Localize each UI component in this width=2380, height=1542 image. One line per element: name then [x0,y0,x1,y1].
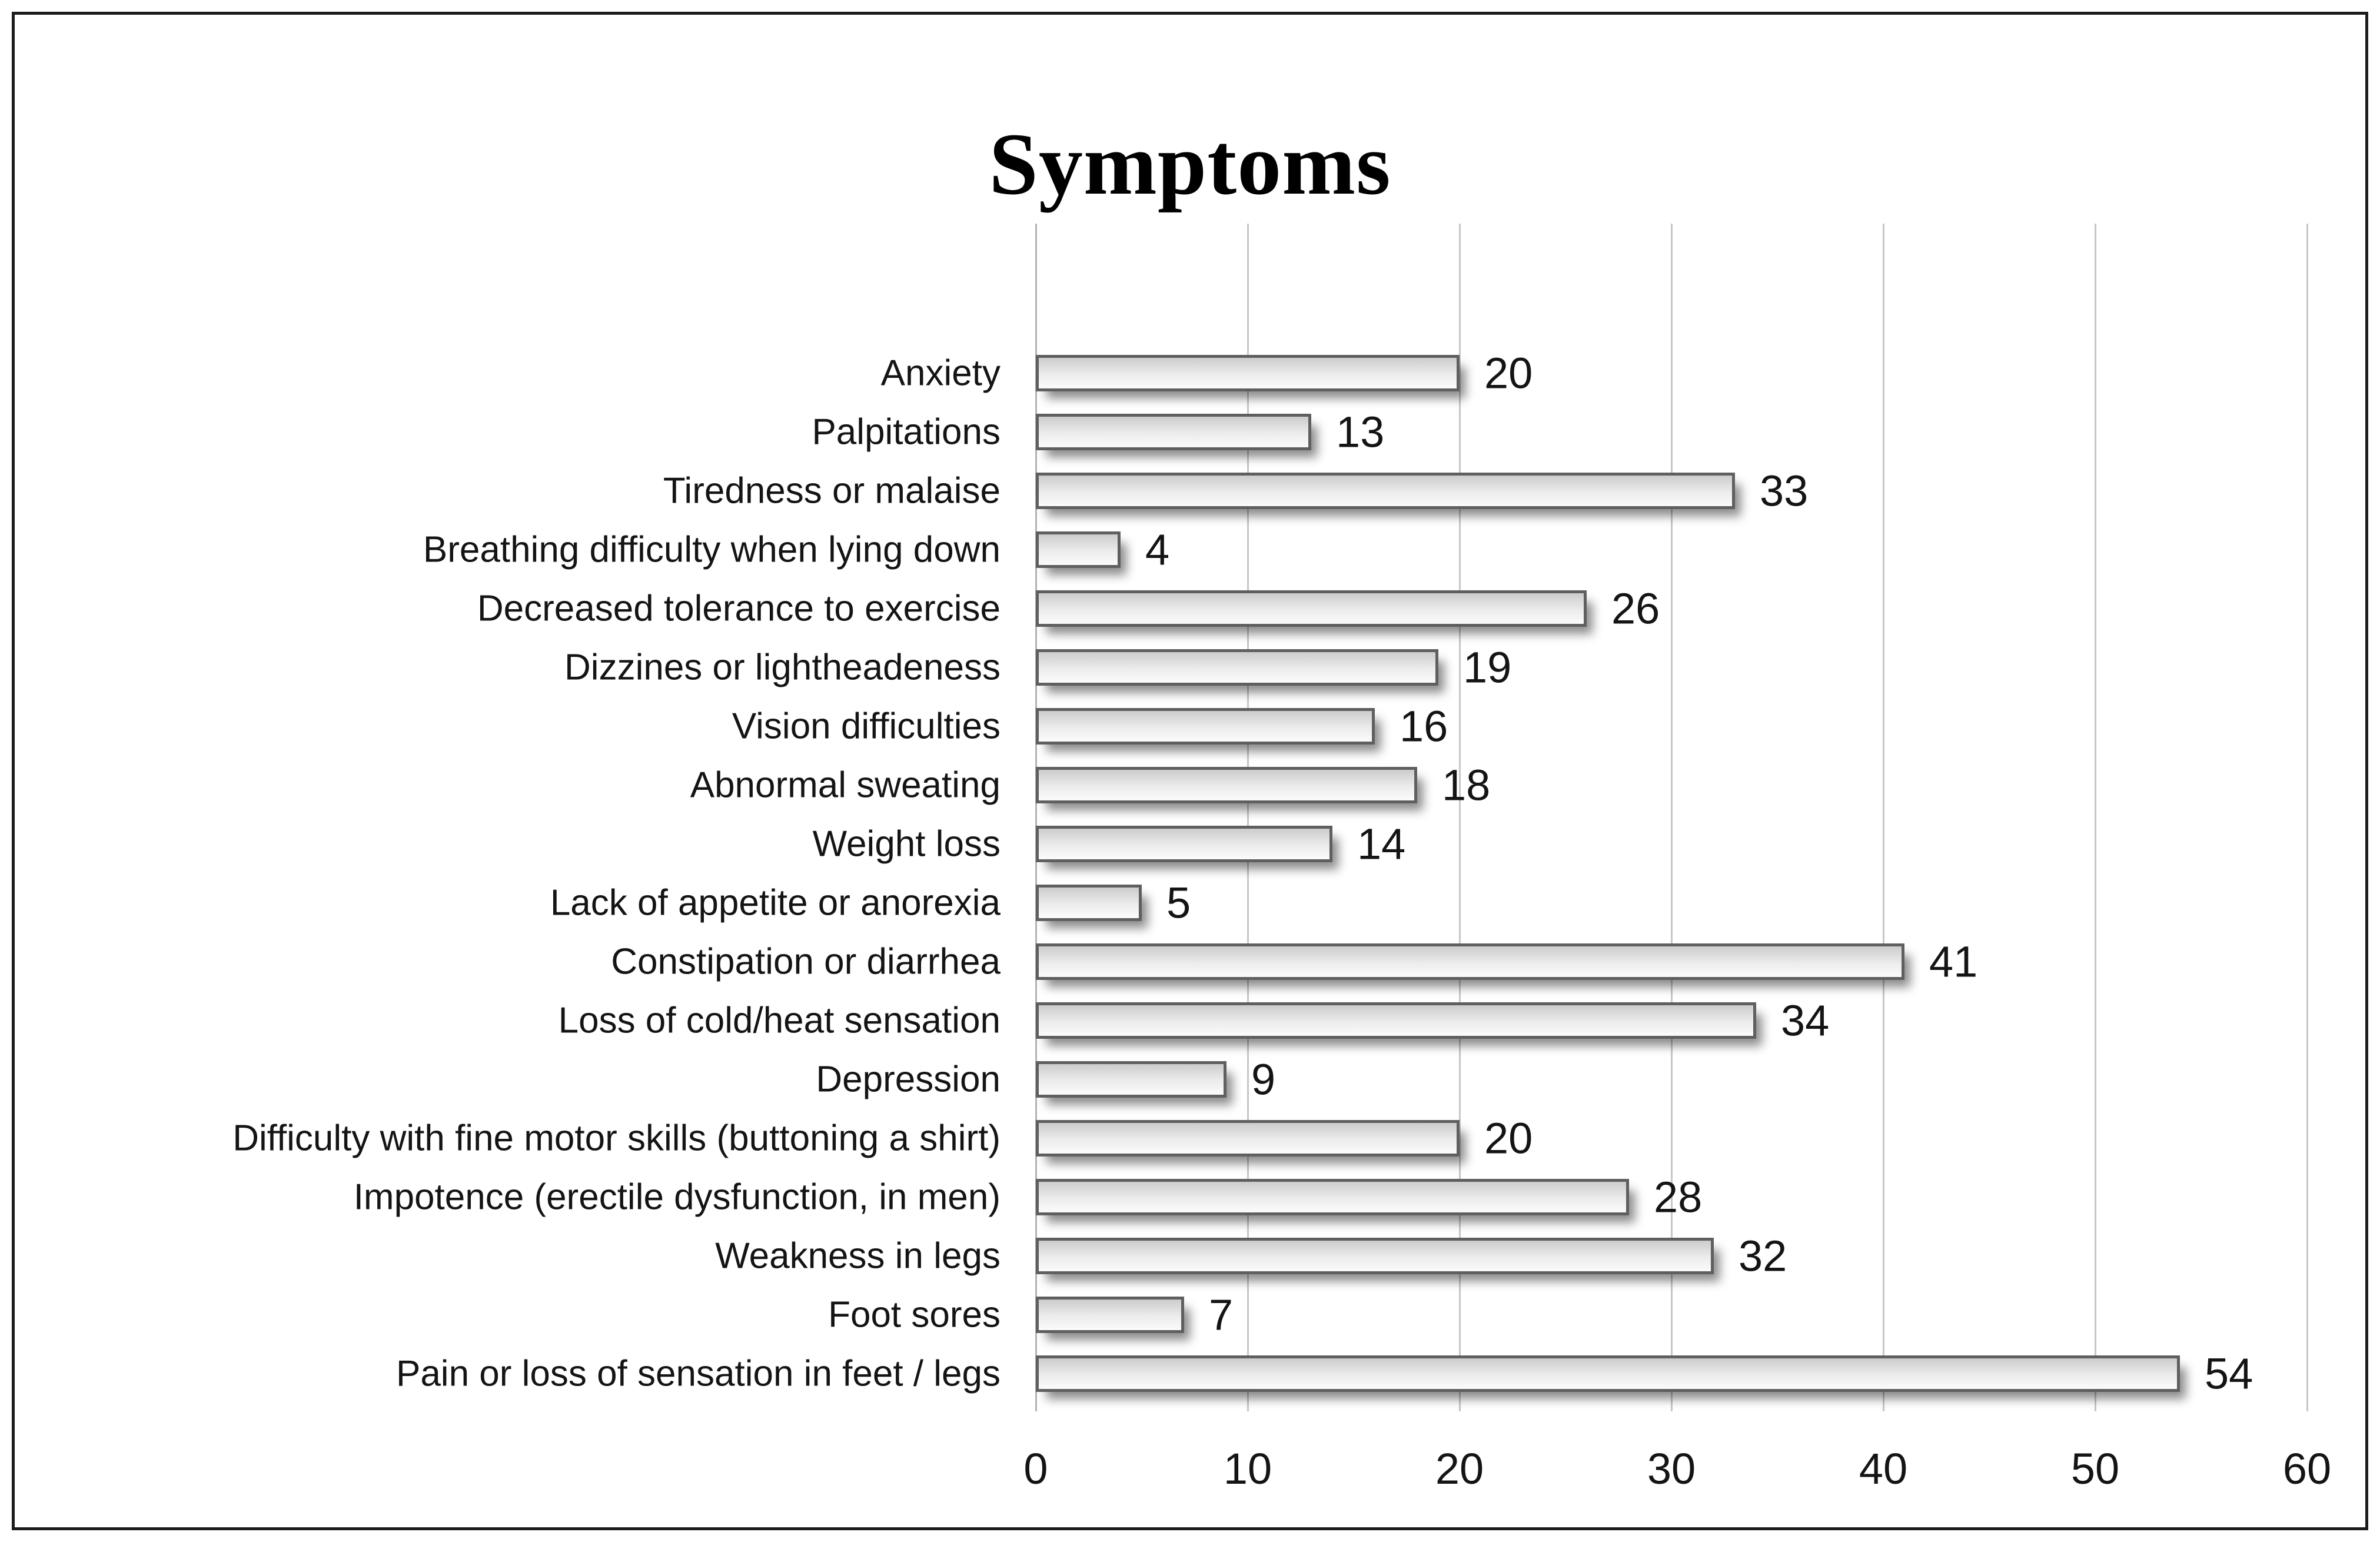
x-tick-label: 0 [1023,1444,1048,1493]
gridline [1247,224,1249,1411]
bar [1036,1120,1460,1156]
bar [1036,826,1332,862]
category-label: Depression [816,1059,1000,1100]
gridline [1671,224,1673,1411]
category-label: Vision difficulties [732,706,1000,747]
value-label: 9 [1251,1055,1276,1104]
bar [1036,355,1460,391]
value-label: 13 [1336,407,1385,457]
value-label: 28 [1654,1172,1703,1222]
category-label: Impotence (erectile dysfunction, in men) [353,1177,1000,1218]
category-label: Abnormal sweating [690,765,1000,806]
bar [1036,708,1375,745]
bar [1036,943,1904,980]
value-label: 20 [1484,1114,1533,1163]
category-label: Decreased tolerance to exercise [477,588,1000,629]
category-label: Weakness in legs [715,1235,1000,1277]
category-label: Constipation or diarrhea [611,941,1000,982]
value-axis-line [1035,224,1037,1411]
category-label: Breathing difficulty when lying down [423,529,1000,570]
bar [1036,590,1587,627]
category-label: Foot sores [828,1294,1000,1335]
x-tick-label: 60 [2282,1444,2332,1493]
value-label: 20 [1484,348,1533,398]
category-label: Loss of cold/heat sensation [558,1000,1000,1041]
bar [1036,1179,1629,1215]
chart-title: Symptoms [989,115,1391,213]
value-label: 14 [1357,819,1406,869]
x-tick-label: 10 [1223,1444,1272,1493]
value-label: 7 [1209,1290,1234,1340]
x-tick-label: 50 [2070,1444,2120,1493]
value-label: 18 [1442,760,1491,810]
bar [1036,1355,2180,1392]
value-label: 16 [1400,702,1448,751]
x-tick-label: 40 [1859,1444,1908,1493]
plot-area [1035,224,2308,1411]
category-label: Difficulty with fine motor skills (butto… [232,1118,1000,1159]
value-label: 34 [1781,996,1830,1045]
category-label: Pain or loss of sensation in feet / legs [395,1353,1000,1394]
category-label: Anxiety [880,353,1000,394]
value-label: 19 [1463,643,1512,692]
bar [1036,1061,1226,1098]
bar [1036,414,1311,450]
bar [1036,1238,1714,1274]
category-label: Dizzines or lightheadeness [564,647,1000,688]
bar [1036,1002,1756,1039]
category-label: Weight loss [812,823,1000,865]
category-label: Tiredness or malaise [663,470,1000,511]
x-tick-label: 20 [1435,1444,1484,1493]
bar [1036,649,1438,686]
value-label: 54 [2205,1349,2253,1398]
category-label: Lack of appetite or anorexia [550,882,1000,923]
bar [1036,531,1121,568]
bar [1036,473,1735,509]
category-label: Palpitations [812,411,1000,453]
x-tick-label: 30 [1647,1444,1696,1493]
value-label: 32 [1739,1231,1787,1281]
gridline [1459,224,1461,1411]
figure-border [12,12,2368,1530]
bar [1036,767,1417,803]
bar [1036,885,1142,921]
gridline [2095,224,2096,1411]
value-label: 5 [1166,878,1191,928]
value-label: 26 [1611,584,1660,633]
bar [1036,1297,1184,1333]
gridline [1883,224,1884,1411]
value-label: 41 [1929,937,1978,986]
value-label: 33 [1760,466,1809,516]
gridline [2306,224,2308,1411]
value-label: 4 [1145,525,1170,574]
